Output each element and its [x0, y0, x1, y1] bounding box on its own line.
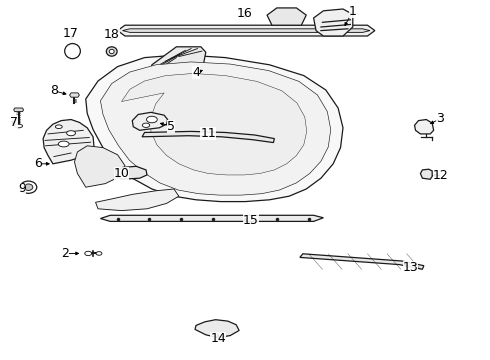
Ellipse shape — [106, 47, 117, 56]
Polygon shape — [149, 47, 206, 81]
Polygon shape — [142, 131, 274, 143]
Text: 15: 15 — [243, 214, 259, 227]
Text: 4: 4 — [192, 66, 200, 79]
Polygon shape — [415, 120, 434, 134]
Ellipse shape — [24, 184, 33, 190]
Polygon shape — [14, 108, 24, 112]
Text: 1: 1 — [349, 5, 357, 18]
Text: 12: 12 — [433, 169, 449, 182]
Ellipse shape — [109, 49, 114, 54]
Polygon shape — [195, 320, 239, 338]
Polygon shape — [100, 215, 323, 221]
Polygon shape — [74, 146, 125, 187]
Ellipse shape — [20, 181, 37, 193]
Text: 16: 16 — [237, 7, 253, 20]
Text: 18: 18 — [104, 28, 120, 41]
Text: 2: 2 — [61, 247, 69, 260]
Polygon shape — [267, 8, 306, 25]
Polygon shape — [43, 120, 94, 164]
Ellipse shape — [147, 116, 157, 123]
Text: 9: 9 — [18, 183, 26, 195]
Polygon shape — [70, 93, 79, 97]
Text: 11: 11 — [200, 127, 216, 140]
Text: 8: 8 — [50, 84, 58, 97]
Polygon shape — [300, 254, 424, 269]
Ellipse shape — [55, 125, 62, 129]
Ellipse shape — [15, 124, 23, 128]
Polygon shape — [86, 55, 343, 202]
Ellipse shape — [142, 123, 150, 127]
Ellipse shape — [65, 44, 80, 59]
Ellipse shape — [85, 251, 92, 256]
Text: 6: 6 — [34, 157, 42, 170]
Polygon shape — [118, 25, 375, 36]
Text: 13: 13 — [403, 261, 418, 274]
Polygon shape — [122, 73, 307, 175]
Text: 5: 5 — [167, 120, 174, 132]
Ellipse shape — [96, 252, 102, 255]
Polygon shape — [132, 112, 168, 130]
Ellipse shape — [58, 141, 69, 147]
Polygon shape — [122, 29, 370, 32]
Text: 17: 17 — [63, 27, 79, 40]
Polygon shape — [100, 62, 331, 195]
Polygon shape — [96, 189, 179, 211]
Polygon shape — [115, 166, 147, 179]
Text: 14: 14 — [210, 332, 226, 345]
Text: 7: 7 — [10, 116, 18, 129]
Text: 3: 3 — [436, 112, 444, 125]
Text: 10: 10 — [114, 167, 129, 180]
Polygon shape — [420, 169, 432, 179]
Ellipse shape — [67, 131, 75, 136]
Polygon shape — [314, 9, 353, 36]
